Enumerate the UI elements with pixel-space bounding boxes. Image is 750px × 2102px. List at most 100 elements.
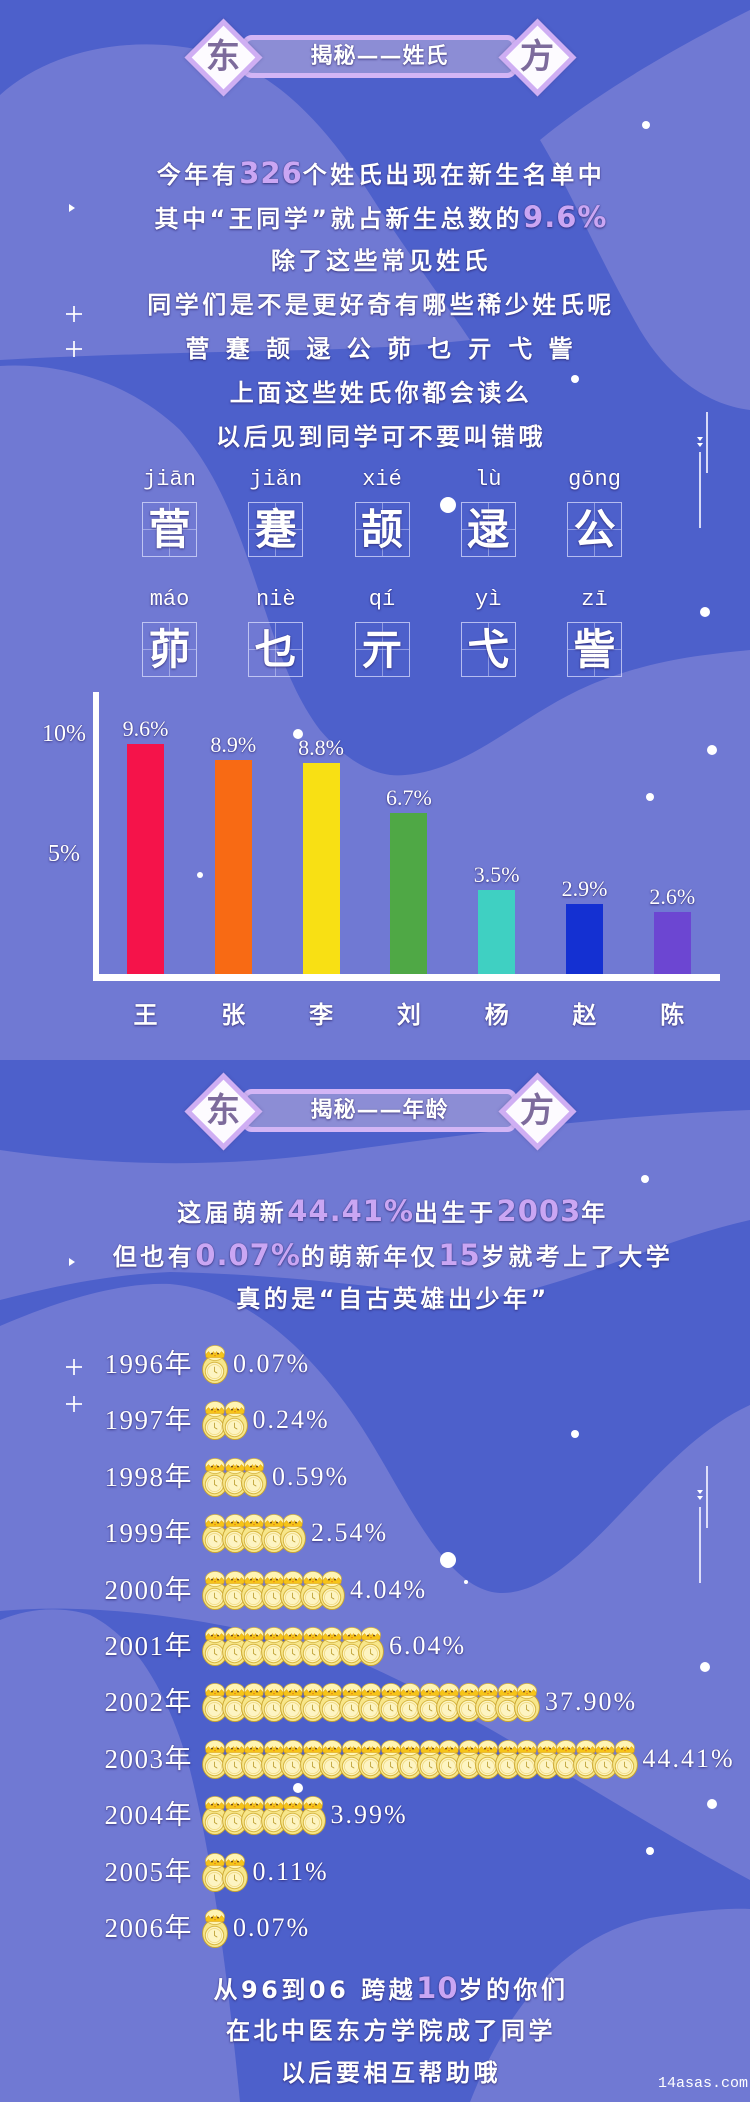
intro-line: 这届萌新44.41%出生于2003年 <box>18 1189 750 1233</box>
triangle-decoration <box>697 1496 703 1500</box>
year-label: 2002年 <box>104 1687 193 1718</box>
banner-bar <box>242 1089 517 1132</box>
banner-title: 揭秘——年龄 <box>310 1098 449 1123</box>
icon-bar <box>202 1795 326 1835</box>
triangle-decoration <box>69 1258 75 1266</box>
chart-bar <box>302 762 340 974</box>
chick-egg-clock-icon <box>612 1739 638 1779</box>
sparkle-dot <box>700 607 710 617</box>
year-label: 2006年 <box>104 1913 193 1943</box>
surname-card: lù 逯 <box>460 467 516 557</box>
intro-text: 今年有 <box>156 161 240 189</box>
pinyin-label: jiān <box>143 467 196 492</box>
tianzige-box: 弋 <box>460 622 516 677</box>
triangle-decoration <box>69 204 75 212</box>
icon-bar <box>202 1626 384 1666</box>
intro-text: 除了这些常见姓氏 <box>271 247 491 275</box>
highlight-number: 2003 <box>496 1194 582 1228</box>
highlight-number: 15 <box>438 1238 481 1272</box>
bar-value-label: 8.8% <box>298 734 344 760</box>
intro-line: 真的是“自古英雄出少年” <box>18 1277 750 1321</box>
icon-bar <box>202 1457 267 1497</box>
percent-label: 37.90% <box>545 1687 638 1717</box>
sparkle-dot <box>707 1799 717 1809</box>
sparkle-dot <box>571 1430 579 1438</box>
y-tick-label: 5% <box>48 841 80 867</box>
wave-age-top <box>0 1110 750 1300</box>
surname-card: qí 亓 <box>354 587 410 677</box>
tianzige-box: 乜 <box>248 622 304 677</box>
age-row: 1997年 0.24% <box>0 1398 750 1442</box>
percent-label: 44.41% <box>642 1743 735 1773</box>
surname-char: 蹇 <box>254 505 297 554</box>
wave-top-right <box>540 10 750 410</box>
surname-card: máo 茆 <box>142 587 197 677</box>
chick-egg-clock-icon <box>514 1682 540 1722</box>
surname-char: 弋 <box>467 625 510 674</box>
pinyin-label: máo <box>149 587 190 612</box>
icon-bar <box>202 1344 228 1384</box>
sparkle-dot <box>641 1175 649 1183</box>
percent-label: 3.99% <box>330 1800 408 1830</box>
surname-card: xié 颉 <box>354 467 410 557</box>
pinyin-label: lù <box>475 467 502 492</box>
chick-egg-clock-icon <box>222 1400 248 1440</box>
plus-decoration <box>66 1396 82 1412</box>
percent-label: 6.04% <box>389 1631 467 1660</box>
bar-value-label: 9.6% <box>122 715 169 741</box>
year-label: 2005年 <box>104 1856 193 1887</box>
icon-bar <box>202 1400 248 1440</box>
age-row: 2006年 0.07% <box>0 1906 750 1950</box>
intro-text: 的萌新年仅 <box>300 1243 439 1271</box>
age-row: 2005年 0.11% <box>0 1850 750 1894</box>
tianzige-box: 颉 <box>354 502 410 557</box>
vertical-line-decoration <box>706 412 708 473</box>
year-label: 2000年 <box>104 1574 193 1605</box>
icon-bar <box>202 1908 228 1948</box>
age-row: 2004年 3.99% <box>0 1793 750 1837</box>
chick-egg-clock-icon <box>300 1795 326 1835</box>
surname-card: zī 訾 <box>567 587 622 677</box>
icon-bar <box>202 1739 638 1779</box>
intro-text: 菅 蹇 颉 逯 公 茆 乜 亓 弋 訾 <box>185 335 577 363</box>
highlight-number: 9.6% <box>523 200 608 234</box>
age-row: 1999年 2.54% <box>0 1511 750 1555</box>
age-row: 1998年 0.59% <box>0 1455 750 1499</box>
bar-category-label: 张 <box>221 1001 246 1029</box>
closing-text: 从96到06 跨越10岁的你们 在北中医东方学院成了同学 以后要相互帮助哦 <box>16 1967 750 2095</box>
x-axis <box>93 974 720 981</box>
banner-left-char: 东 <box>206 1091 240 1131</box>
wave-top-left <box>0 44 470 360</box>
intro-text: 岁就考上了大学 <box>480 1243 674 1271</box>
intro-text: 个姓氏出现在新生名单中 <box>302 161 606 189</box>
icon-bar <box>202 1682 540 1722</box>
age-row: 2002年 37.90% <box>0 1680 750 1724</box>
year-label: 1998年 <box>104 1461 193 1492</box>
plus-decoration <box>66 1359 82 1375</box>
vertical-line-decoration <box>699 1507 701 1583</box>
surname-char: 颉 <box>360 505 403 554</box>
sparkle-dot <box>293 729 303 739</box>
intro-text: 真的是“自古英雄出少年” <box>236 1285 550 1313</box>
closing-line: 以后要相互帮助哦 <box>16 2052 750 2095</box>
chick-egg-clock-icon <box>202 1344 228 1384</box>
sparkle-dot <box>707 745 717 755</box>
age-row: 2001年 6.04% <box>0 1624 750 1668</box>
triangle-decoration <box>697 443 703 447</box>
banner-right-char: 方 <box>520 1091 554 1131</box>
y-tick-label: 10% <box>42 721 86 747</box>
sparkle-dot <box>646 793 654 801</box>
percent-label: 0.07% <box>233 1349 311 1378</box>
pinyin-label: yì <box>475 587 502 612</box>
year-label: 1999年 <box>104 1518 193 1549</box>
sparkle-dot <box>440 1552 456 1568</box>
tianzige-box: 訾 <box>567 622 622 677</box>
intro-line: 同学们是不是更好奇有哪些稀少姓氏呢 <box>6 283 750 327</box>
sparkle-dot <box>464 1580 468 1584</box>
intro-text: 出生于 <box>414 1199 497 1227</box>
year-label: 2003年 <box>104 1743 193 1774</box>
intro-line: 以后见到同学可不要叫错哦 <box>6 415 750 459</box>
intro-text: 上面这些姓氏你都会读么 <box>229 379 533 407</box>
intro-text: 以后见到同学可不要叫错哦 <box>216 423 546 451</box>
